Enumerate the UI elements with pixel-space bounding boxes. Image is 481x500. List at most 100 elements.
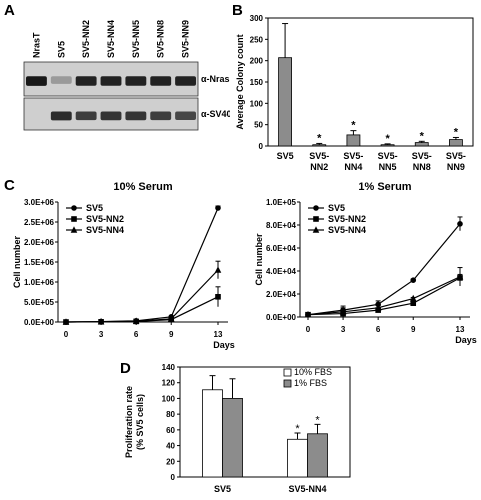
- chart-title: 10% Serum: [113, 181, 173, 193]
- y-tick-label: 0: [259, 142, 264, 151]
- series-line-SV5-NN2: [65, 296, 219, 323]
- x-tick-label: SV5-: [446, 151, 466, 161]
- legend-label: SV5-NN4: [328, 225, 366, 235]
- y-tick-label: 200: [250, 57, 264, 66]
- y-tick-label: 150: [250, 78, 264, 87]
- x-tick-label: 9: [411, 325, 416, 334]
- x-tick-label: SV5-NN4: [288, 484, 326, 494]
- blot-band: [50, 76, 72, 84]
- blot-band: [50, 111, 72, 121]
- y-tick-label: 0: [171, 473, 176, 482]
- colony-count-chart: Average Colony count 0 50 100 150 200 250 300 SV…: [235, 14, 474, 172]
- series-line-SV5-NN2: [307, 277, 461, 316]
- western-blot-panel: NrasT SV5 SV5-NN2 SV5-NN4 SV5-NN5 SV5-NN8 SV5-…: [23, 20, 230, 131]
- y-tick-label: 3.0E+06: [24, 198, 55, 207]
- data-point-SV5-NN4: [304, 310, 312, 318]
- blot-lane-label: NrasT: [31, 32, 41, 58]
- bar-SV5-NN4-10% FBS: [287, 438, 308, 478]
- blot-band: [125, 111, 147, 121]
- panel-label-b: B: [232, 2, 243, 19]
- plot-frame: [267, 17, 474, 147]
- data-point-SV5: [457, 221, 463, 227]
- significance-marker: *: [351, 120, 356, 132]
- data-point-SV5: [215, 205, 221, 211]
- blot-band: [75, 76, 97, 86]
- legend-marker: [313, 216, 319, 222]
- x-tick-label: 3: [99, 330, 104, 339]
- y-tick-label: 250: [250, 35, 264, 44]
- data-point-SV5: [410, 277, 417, 283]
- y-tick-label: 100: [162, 394, 176, 403]
- x-tick-label: SV5: [277, 151, 294, 161]
- legend-label: SV5: [86, 203, 103, 213]
- bar-SV5-NN5: [380, 144, 395, 147]
- x-tick-label: 0: [306, 325, 311, 334]
- blot-antibody-label: α-SV40: [201, 109, 230, 119]
- legend-marker: [71, 205, 77, 211]
- blot-band: [150, 111, 172, 121]
- y-tick-label: 40: [166, 442, 175, 451]
- x-tick-label: NN2: [310, 162, 328, 172]
- blot-antibody-label: α-Nras: [201, 74, 230, 84]
- x-tick-label: 9: [169, 330, 174, 339]
- legend-label: 10% FBS: [294, 367, 332, 377]
- y-tick-label: 100: [250, 99, 264, 108]
- x-tick-label: 13: [214, 330, 223, 339]
- significance-marker: *: [315, 414, 320, 426]
- blot-band: [25, 76, 47, 86]
- y-tick-label: 5.0E+05: [24, 298, 55, 307]
- y-axis-label: Cell number: [254, 233, 264, 286]
- panel-label-a: A: [4, 2, 15, 19]
- data-point-SV5-NN4: [97, 317, 105, 325]
- series-line-SV5: [307, 223, 461, 316]
- y-tick-label: 120: [162, 379, 176, 388]
- y-axis-label: (% SV5 cells): [135, 394, 145, 450]
- bar-SV5-10% FBS: [202, 389, 223, 478]
- x-tick-label: 6: [134, 330, 139, 339]
- panel-label-d: D: [120, 360, 131, 377]
- chart-title: 1% Serum: [358, 181, 411, 193]
- x-axis-label: Days: [213, 340, 235, 350]
- blot-lane-label: SV5-NN4: [106, 20, 116, 58]
- blot-band: [75, 111, 97, 121]
- legend-label: SV5-NN2: [328, 214, 366, 224]
- growth-10-serum-chart: 10% Serum Cell number 0.0E+00 5.0E+05 1.0E+0…: [12, 181, 235, 350]
- blot-band: [175, 111, 197, 120]
- y-tick-label: 8.0E+04: [266, 221, 297, 230]
- bar-SV5-NN4: [346, 134, 361, 147]
- y-tick-label: 50: [254, 121, 263, 130]
- legend-marker: [70, 226, 78, 233]
- significance-marker: *: [385, 133, 390, 145]
- legend-swatch: [283, 368, 292, 377]
- blot-lane-label: SV5-NN2: [81, 20, 91, 58]
- blot-lane-label: SV5-NN8: [156, 20, 166, 58]
- bar-SV5-NN2: [312, 144, 327, 147]
- blot-lane-label: SV5-NN5: [131, 20, 141, 58]
- y-tick-label: 140: [162, 363, 176, 372]
- x-axis-label: Days: [455, 335, 477, 345]
- bar-SV5-NN4-1% FBS: [307, 433, 328, 478]
- x-tick-label: SV5-: [343, 151, 363, 161]
- blot-lane-label: SV5: [56, 41, 66, 58]
- legend-label: SV5-NN2: [86, 214, 124, 224]
- bar-SV5-NN9: [449, 139, 463, 147]
- significance-marker: *: [295, 423, 300, 435]
- data-point-SV5-NN4: [374, 304, 382, 311]
- significance-marker: *: [420, 130, 425, 142]
- significance-marker: *: [317, 132, 322, 144]
- data-point-SV5-NN2: [410, 300, 417, 306]
- bar-SV5: [278, 57, 292, 147]
- series-line-SV5-NN4: [65, 269, 219, 323]
- x-tick-label: SV5: [214, 484, 231, 494]
- y-tick-label: 4.0E+04: [266, 267, 297, 276]
- legend-marker: [312, 226, 320, 233]
- data-point-SV5-NN4: [167, 315, 175, 322]
- x-tick-label: NN5: [379, 162, 397, 172]
- y-tick-label: 1.0E+05: [266, 198, 297, 207]
- significance-marker: *: [454, 126, 459, 138]
- data-point-SV5-NN4: [62, 318, 70, 325]
- data-point-SV5-NN2: [215, 294, 221, 300]
- data-point-SV5-NN4: [409, 294, 417, 302]
- y-tick-label: 0.0E+00: [24, 318, 55, 327]
- legend-label: SV5-NN4: [86, 225, 124, 235]
